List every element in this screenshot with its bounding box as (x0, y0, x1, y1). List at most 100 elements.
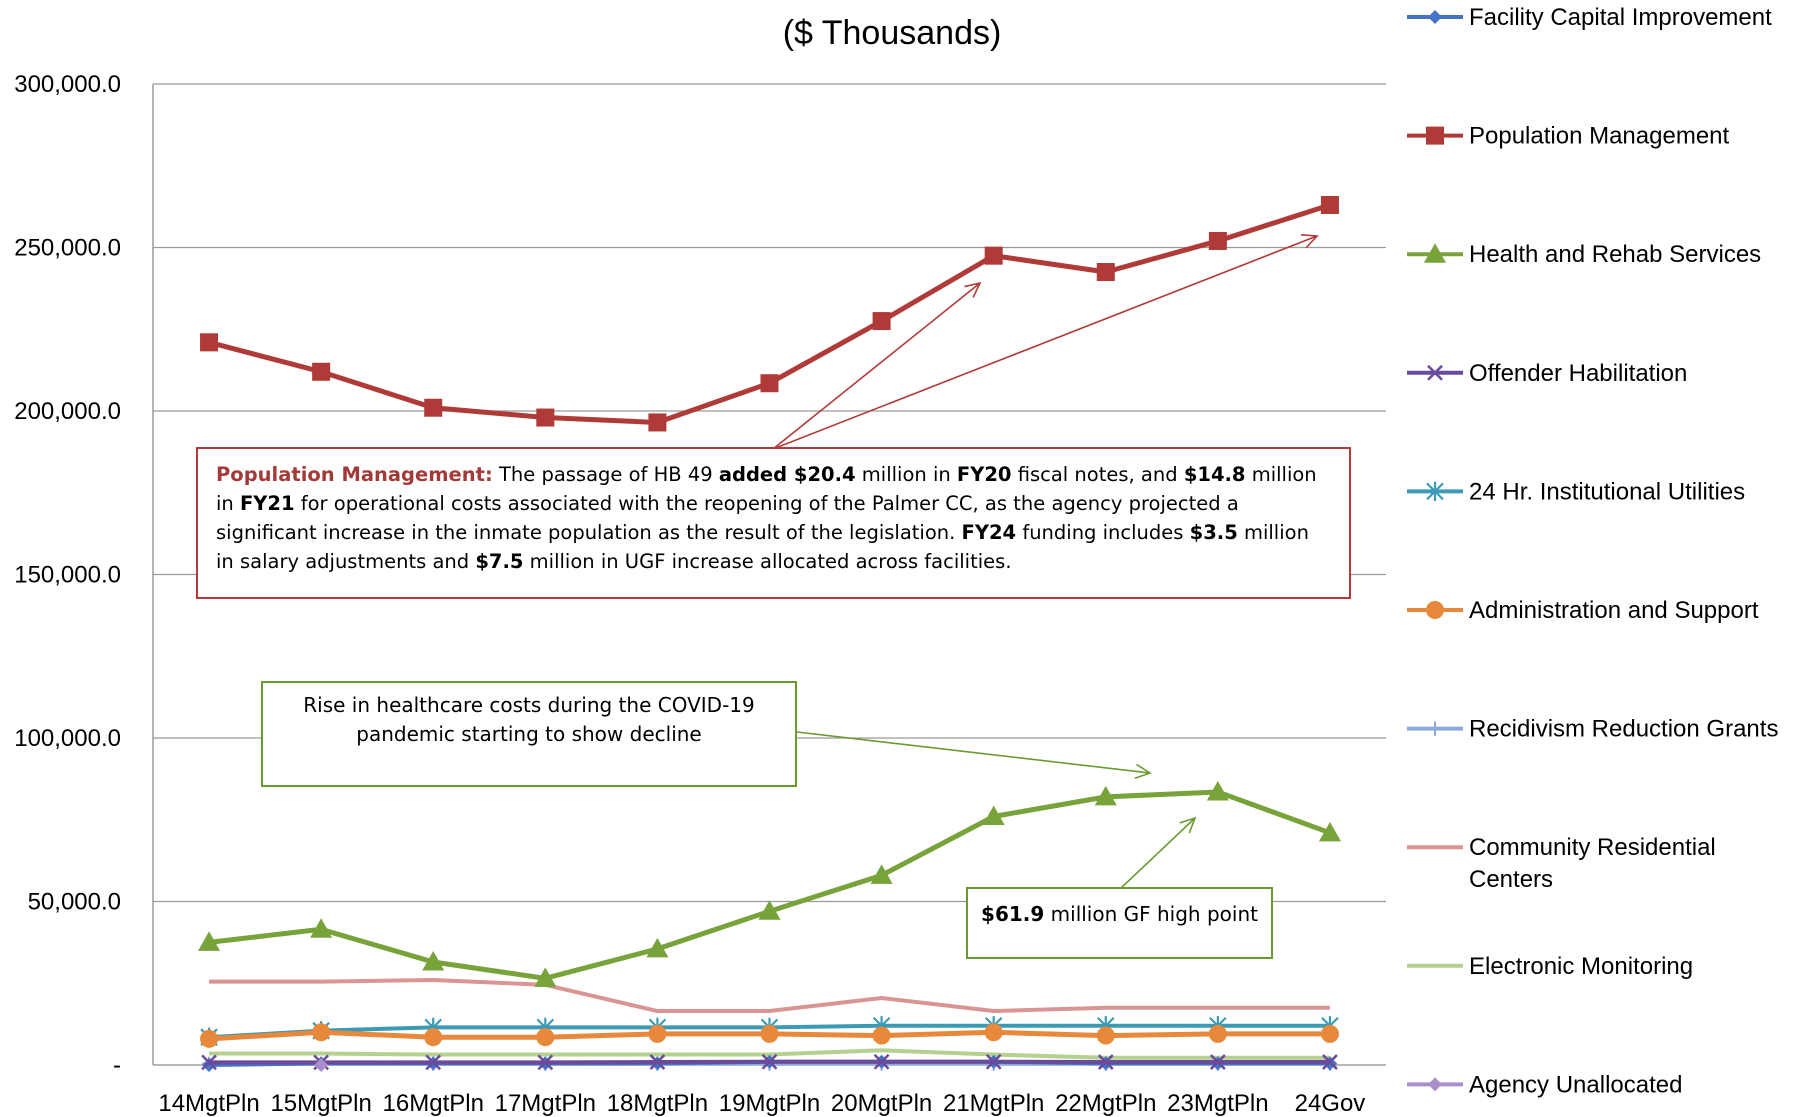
diamond-marker (314, 1058, 329, 1072)
legend-item: Administration and Support (1407, 597, 1759, 624)
data-point (761, 1053, 778, 1070)
x-marker (649, 1054, 666, 1070)
data-point (534, 967, 557, 987)
square-marker (872, 312, 891, 331)
annotation-bold: FY24 (961, 521, 1017, 544)
series-line (209, 1048, 1330, 1060)
x-marker (201, 1054, 217, 1071)
diamond-marker (1428, 10, 1442, 24)
annotation-bold: $7.5 (475, 550, 524, 573)
annotation-bold: FY21 (239, 492, 295, 515)
legend-item: Electronic Monitoring (1407, 953, 1693, 980)
square-marker (760, 374, 779, 393)
x-tick-label: 21MgtPln (943, 1090, 1044, 1117)
annotation-text: million in (216, 463, 1317, 515)
square-marker (1208, 231, 1227, 250)
series-community-residential-centers (209, 977, 1330, 1014)
square-marker (984, 246, 1003, 265)
y-tick-label: 200,000.0 (14, 398, 121, 425)
x-tick-label: 16MgtPln (383, 1090, 484, 1117)
legend-marker (1426, 601, 1444, 619)
x-tick-label: 18MgtPln (607, 1090, 708, 1117)
population-management-annotation: Population Management: The passage of HB… (196, 447, 1351, 599)
legend-marker (1424, 243, 1446, 263)
arrow-line (772, 282, 981, 450)
arrow (772, 281, 982, 450)
x-tick-label: 14MgtPln (158, 1090, 259, 1117)
square-marker (200, 333, 219, 352)
arrow (772, 233, 1319, 450)
square-marker (648, 413, 667, 432)
y-tick-label: 50,000.0 (28, 889, 121, 916)
data-point (200, 1029, 219, 1048)
square-marker (424, 398, 443, 417)
legend-item: Offender Habilitation (1407, 360, 1687, 387)
x-marker (1097, 1054, 1114, 1070)
legend-label: Population Management (1469, 123, 1730, 150)
data-point (760, 374, 779, 393)
legend: Facility Capital Improvement Population M… (1407, 4, 1778, 1098)
y-tick-label: - (113, 1052, 121, 1079)
x-marker (873, 1053, 890, 1070)
x-marker (761, 1053, 778, 1070)
legend-item: Agency Unallocated (1407, 1071, 1682, 1098)
data-point (872, 312, 891, 331)
annotation-text: million in (855, 463, 957, 486)
legend-label: 24 Hr. Institutional Utilities (1469, 478, 1745, 505)
high-point-value: $61.9 (981, 902, 1045, 926)
annotation-text: million in salary adjustments and (216, 521, 1309, 573)
x-tick-label: 20MgtPln (831, 1090, 932, 1117)
triangle-marker (870, 864, 893, 884)
square-marker (1096, 263, 1115, 282)
data-point (422, 950, 445, 971)
data-point (537, 1054, 554, 1071)
circle-marker (312, 1023, 331, 1042)
high-point-annotation: $61.9 million GF high point (966, 887, 1273, 959)
series-offender-habilitation (201, 1053, 1338, 1071)
data-point (424, 398, 443, 417)
x-marker (1427, 364, 1443, 381)
data-point (312, 1023, 331, 1042)
legend-item: Recidivism Reduction Grants (1407, 716, 1778, 743)
plot-area: - 50,000.0 100,000.0 150,000.0 200,000.0 250,… (14, 71, 1386, 1117)
legend-item: 24 Hr. Institutional Utilities (1407, 478, 1745, 505)
x-marker (985, 1053, 1002, 1070)
arrow-line (1119, 817, 1196, 890)
data-point (872, 1026, 891, 1045)
data-point (984, 1023, 1003, 1042)
legend-item: Community Residential Centers (1407, 834, 1716, 893)
circle-marker (200, 1029, 219, 1048)
annotation-text: fiscal notes, and (1011, 463, 1184, 486)
data-point (649, 1054, 666, 1070)
annotation-bold: $3.5 (1189, 521, 1238, 544)
y-tick-label: 300,000.0 (14, 71, 121, 98)
circle-marker (536, 1028, 555, 1047)
data-point (1209, 1054, 1226, 1070)
data-point (982, 805, 1005, 825)
legend-label: Recidivism Reduction Grants (1469, 716, 1778, 743)
annotation-bold: FY20 (956, 463, 1012, 486)
triangle-marker (758, 900, 781, 920)
circle-marker (760, 1024, 779, 1043)
data-point (1096, 263, 1115, 282)
triangle-marker (422, 950, 445, 971)
legend-label: Health and Rehab Services (1469, 241, 1761, 268)
data-point (201, 1054, 217, 1071)
data-point (1208, 231, 1227, 250)
arrow-head (1179, 816, 1197, 834)
annotation-text: The passage of HB 49 (492, 463, 719, 486)
triangle-marker (198, 931, 221, 951)
legend-marker (1426, 481, 1444, 501)
legend-item: Facility Capital Improvement (1407, 4, 1772, 31)
series-health-and-rehab-services (198, 780, 1341, 987)
triangle-marker (534, 967, 557, 987)
legend-label: Facility Capital Improvement (1469, 4, 1772, 31)
chart-title: ($ Thousands) (783, 14, 1002, 52)
circle-marker (1320, 1024, 1339, 1043)
data-point (648, 413, 667, 432)
triangle-marker (1206, 780, 1229, 801)
healthcare-annotation-text: Rise in healthcare costs during the COVI… (303, 693, 755, 746)
legend-item: Health and Rehab Services (1407, 241, 1761, 268)
arrow-head (1300, 233, 1319, 249)
triangle-marker (1318, 821, 1341, 842)
